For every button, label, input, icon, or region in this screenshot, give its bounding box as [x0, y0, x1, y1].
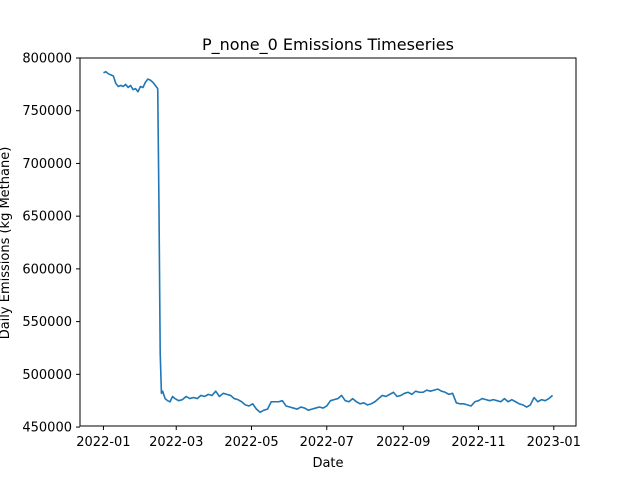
plot-area [79, 57, 577, 427]
y-tick-label: 550000 [22, 315, 72, 330]
y-tick-label: 450000 [22, 421, 72, 436]
x-tick-label: 2022-09 [376, 435, 430, 450]
y-axis: 450000 500000 550000 600000 650000 700000 7500… [22, 52, 80, 436]
x-tick-label: 2023-01 [527, 435, 581, 450]
y-tick-label: 650000 [22, 210, 72, 225]
x-axis-label: Date [312, 456, 343, 471]
y-tick-label: 700000 [22, 157, 72, 172]
x-tick-label: 2022-05 [224, 435, 278, 450]
y-tick-label: 800000 [22, 52, 72, 67]
x-tick-label: 2022-01 [76, 435, 130, 450]
y-axis-label: Daily Emissions (kg Methane) [0, 147, 13, 340]
series-line-0 [103, 70, 554, 414]
x-axis: 2022-01 2022-03 2022-05 2022-07 2022-09 2022-… [76, 426, 581, 450]
chart-title: P_none_0 Emissions Timeseries [202, 35, 454, 55]
plot-frame [79, 57, 577, 427]
x-tick-label: 2022-11 [451, 435, 505, 450]
x-tick-label: 2022-03 [149, 435, 203, 450]
y-tick-label: 600000 [22, 262, 72, 277]
y-tick-label: 750000 [22, 104, 72, 119]
series-layer [103, 70, 554, 414]
x-tick-label: 2022-07 [300, 435, 354, 450]
y-tick-label: 500000 [22, 368, 72, 383]
